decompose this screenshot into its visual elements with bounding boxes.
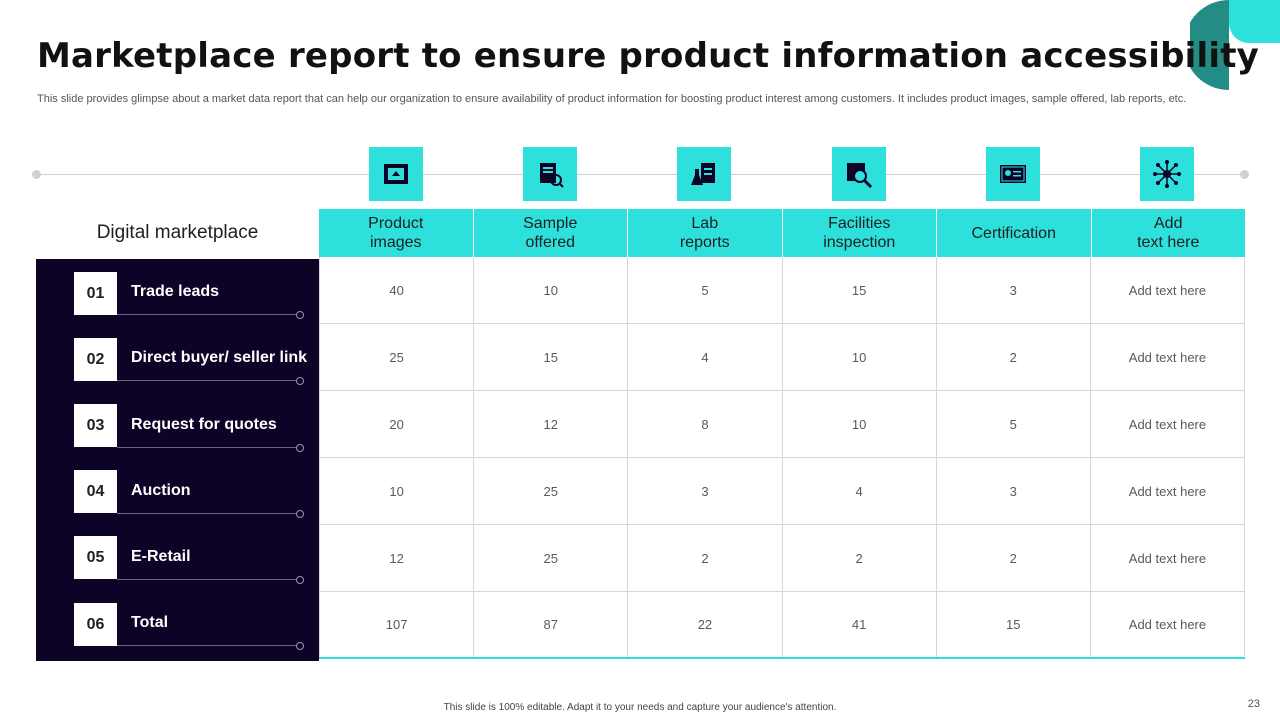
certificate-icon [986,147,1040,201]
column-header: Lab reports [628,209,783,257]
row-label: Auction [131,482,191,499]
table-cell: 3 [628,458,783,524]
row-divider-end [296,311,304,319]
row-divider-end [296,576,304,584]
page-subtitle: This slide provides glimpse about a mark… [37,93,1187,105]
table-cell: 10 [474,257,629,323]
row-divider [117,447,300,448]
row-label: Request for quotes [131,416,277,433]
row-number: 04 [74,470,117,513]
row-label: Trade leads [131,283,220,300]
row-divider [117,380,300,381]
table-cell: 8 [628,391,783,457]
sample-box-icon [523,147,577,201]
table-row: 40 10 5 15 3 Add text here [319,257,1246,324]
column-header: Certification [937,209,1092,257]
column-header: Product images [319,209,474,257]
table-cell: 10 [319,458,475,524]
row-label: Total [131,614,169,631]
table-cell: Add text here [1091,257,1246,323]
facility-inspection-icon [832,147,886,201]
table-cell: 2 [628,525,783,591]
table-row-total: 107 87 22 41 15 Add text here [319,592,1246,659]
row-divider-end [296,642,304,650]
table-cell: 5 [937,391,1091,457]
page-number: 23 [1247,698,1260,710]
table-cell: 5 [628,257,783,323]
column-header: Sample offered [474,209,628,257]
table-cell: 12 [319,525,475,591]
row-divider-end [296,510,304,518]
row-divider-end [296,444,304,452]
table-cell: 40 [319,257,475,323]
column-header: Facilities inspection [783,209,937,257]
table-cell: 41 [783,592,937,657]
photo-frame-icon [369,147,423,201]
table-header-row: Product images Sample offered Lab report… [319,209,1245,257]
column-header: Add text here [1137,215,1200,251]
table-cell: 2 [937,324,1091,390]
table-row: 12 25 2 2 2 Add text here [319,525,1246,592]
table-cell: 4 [783,458,937,524]
page-title: Marketplace report to ensure product inf… [37,36,1260,76]
footer-note: This slide is 100% editable. Adapt it to… [443,702,837,713]
table-cell: 25 [474,525,629,591]
table-cell: 2 [937,525,1091,591]
row-number: 03 [74,404,117,447]
table-cell: 2 [783,525,937,591]
row-number: 01 [74,272,117,315]
table-cell: 87 [474,592,629,657]
table-cell: 3 [937,458,1091,524]
table-cell: 15 [474,324,629,390]
connector-line [37,174,1245,175]
row-labels-panel [36,259,319,661]
row-divider [117,314,300,315]
table-row: 25 15 4 10 2 Add text here [319,324,1246,391]
table-cell: Add text here [1091,391,1246,457]
row-number: 05 [74,536,117,579]
table-cell: 25 [319,324,475,390]
table-cell: Add text here [1091,324,1246,390]
brand-logo [1190,0,1280,90]
data-table: Product images Sample offered Lab report… [319,209,1246,659]
table-cell: 3 [937,257,1091,323]
table-row: 10 25 3 4 3 Add text here [319,458,1246,525]
row-divider [117,645,300,646]
table-cell: 15 [937,592,1091,657]
table-cell: 22 [628,592,783,657]
connector-dot-right [1240,170,1249,179]
row-header-title: Digital marketplace [96,222,259,243]
table-cell: 4 [628,324,783,390]
table-row: 20 12 8 10 5 Add text here [319,391,1246,458]
row-label: E-Retail [131,548,191,565]
table-cell: 12 [474,391,629,457]
row-divider-end [296,377,304,385]
network-hub-icon [1140,147,1194,201]
table-cell: Add text here [1091,525,1246,591]
table-cell: 25 [474,458,629,524]
row-divider [117,579,300,580]
row-number: 06 [74,603,117,646]
row-number: 02 [74,338,117,381]
table-cell: 10 [783,324,937,390]
table-cell: 15 [783,257,937,323]
table-cell: 20 [319,391,475,457]
table-cell: Add text here [1091,458,1246,524]
table-cell: Add text here [1091,592,1246,657]
row-divider [117,513,300,514]
row-label: Direct buyer/ seller link [131,349,308,366]
lab-report-icon [677,147,731,201]
table-cell: 10 [783,391,937,457]
connector-dot-left [32,170,41,179]
table-cell: 107 [319,592,475,657]
